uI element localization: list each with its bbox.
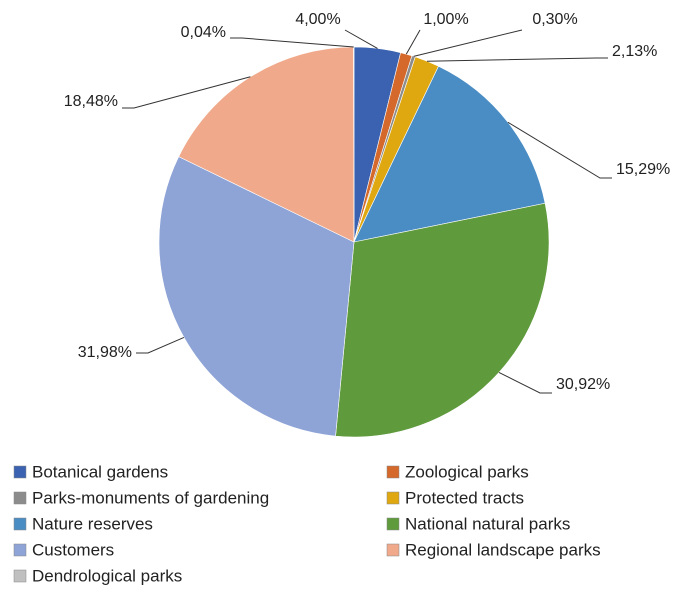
leader-line	[230, 37, 354, 48]
legend-label: Nature reserves	[32, 514, 153, 533]
pie-slice	[158, 156, 355, 437]
legend-label: Parks-monuments of gardening	[32, 488, 269, 507]
data-label: 2,13%	[612, 43, 657, 60]
data-label: 31,98%	[78, 344, 132, 361]
pie-slice	[353, 65, 546, 243]
data-label: 15,29%	[616, 161, 670, 178]
legend-swatch	[13, 543, 27, 557]
legend-swatch	[13, 569, 27, 583]
legend-swatch	[386, 543, 400, 557]
legend-label: Protected tracts	[405, 488, 524, 507]
legend-label: Customers	[32, 540, 114, 559]
legend-swatch	[386, 491, 400, 505]
leader-line	[498, 371, 552, 394]
legend-swatch	[13, 491, 27, 505]
legend-swatch	[386, 465, 400, 479]
leader-line	[427, 57, 608, 62]
legend-swatch	[13, 517, 27, 531]
data-label: 30,92%	[556, 376, 610, 393]
data-label: 1,00%	[423, 11, 468, 28]
leader-line	[344, 29, 378, 49]
legend-label: Botanical gardens	[32, 462, 168, 481]
legend-swatch	[13, 465, 27, 479]
legend-label: Regional landscape parks	[405, 540, 601, 559]
leader-line	[507, 121, 612, 179]
data-label: 0,04%	[181, 24, 226, 41]
legend-label: Dendrological parks	[32, 566, 182, 585]
leader-line	[413, 29, 523, 57]
legend-label: National natural parks	[405, 514, 570, 533]
data-label: 0,30%	[532, 11, 577, 28]
pie-slice	[178, 46, 355, 243]
leader-line	[122, 76, 251, 109]
leader-line	[136, 336, 185, 354]
legend-swatch	[386, 517, 400, 531]
legend-label: Zoological parks	[405, 462, 529, 481]
data-label: 4,00%	[295, 11, 340, 28]
data-label: 18,48%	[64, 93, 118, 110]
leader-line	[405, 29, 421, 55]
